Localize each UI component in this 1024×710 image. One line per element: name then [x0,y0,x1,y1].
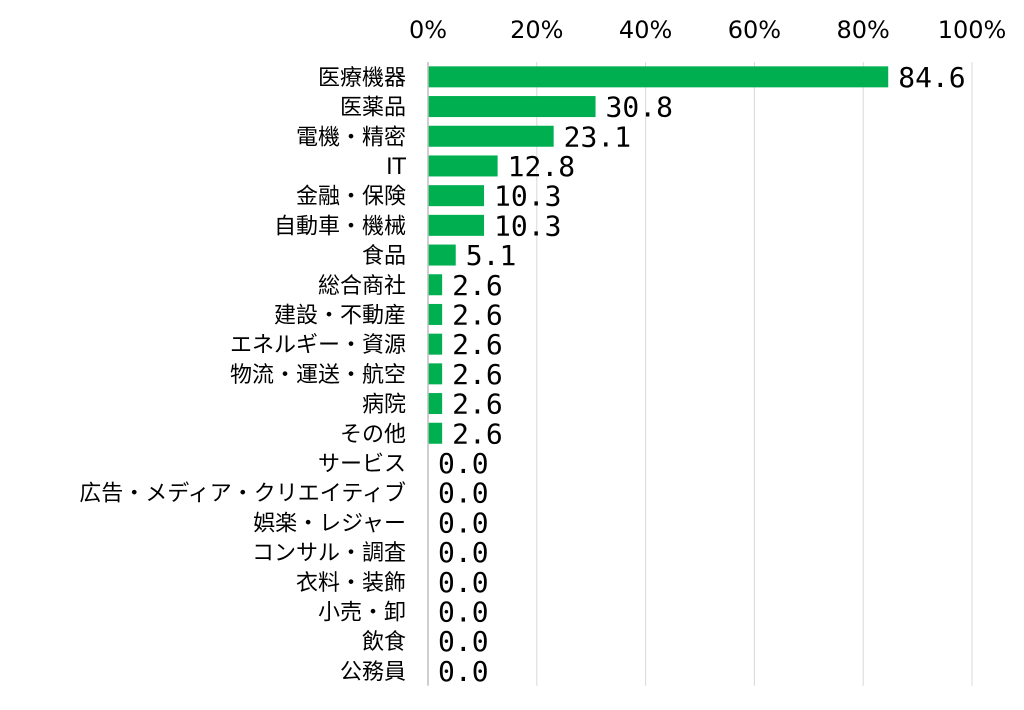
category-label: 公務員 [340,660,406,685]
category-label: エネルギー・資源 [230,333,406,358]
category-label: 自動車・機械 [274,214,406,239]
data-label: 0.0 [438,447,489,480]
data-label: 0.0 [438,477,489,510]
category-label: 小売・卸 [318,600,406,625]
bars [428,66,889,444]
data-label: 2.6 [452,328,503,361]
bar [428,422,443,444]
data-label: 23.1 [564,120,631,153]
category-label: その他 [340,422,406,447]
bar [428,363,443,385]
bar [428,303,443,325]
category-label: コンサル・調査 [252,541,406,566]
data-label: 0.0 [438,595,489,628]
data-label: 10.3 [494,209,561,242]
x-tick-label: 80% [837,16,890,44]
data-labels: 84.630.823.112.810.310.35.12.62.62.62.62… [438,61,966,688]
category-label: 金融・保険 [296,185,406,210]
data-label: 0.0 [438,536,489,569]
category-label: 医療機器 [318,66,406,91]
category-label: IT [386,155,406,180]
bar [428,125,554,147]
bar [428,333,443,355]
gridlines [536,62,973,686]
data-label: 2.6 [452,269,503,302]
bar [428,66,889,88]
data-label: 10.3 [494,180,561,213]
category-label: サービス [318,452,406,477]
x-tick-label: 60% [728,16,781,44]
bar [428,155,498,177]
category-label: 娯楽・レジャー [253,511,406,536]
data-label: 2.6 [452,388,503,421]
bar [428,274,443,296]
category-label: 飲食 [362,630,406,655]
data-label: 0.0 [438,655,489,688]
category-label: 衣料・装飾 [296,571,406,596]
category-label: 医薬品 [340,96,406,121]
x-tick-label: 20% [510,16,563,44]
data-label: 5.1 [466,239,517,272]
category-label: 建設・不動産 [274,303,406,328]
x-axis-tick-labels: 0% 20% 40% 60% 80% 100% [409,16,1006,44]
bar [428,96,596,118]
data-label: 0.0 [438,625,489,658]
bar [428,214,485,236]
data-label: 12.8 [508,150,575,183]
category-label: 物流・運送・航空 [230,363,406,388]
x-tick-label: 100% [938,16,1007,44]
category-label: 広告・メディア・クリエイティブ [79,482,406,507]
data-label: 84.6 [898,61,965,94]
x-tick-label: 0% [409,16,447,44]
bar [428,244,456,266]
category-label: 電機・精密 [296,125,406,150]
data-label: 30.8 [606,91,673,124]
category-label: 病院 [362,393,406,418]
data-label: 2.6 [452,417,503,450]
data-label: 0.0 [438,506,489,539]
x-tick-label: 40% [619,16,672,44]
bar [428,393,443,415]
category-label: 総合商社 [318,274,406,299]
data-label: 2.6 [452,298,503,331]
data-label: 0.0 [438,566,489,599]
data-label: 2.6 [452,358,503,391]
bar [428,185,485,207]
category-label: 食品 [362,244,406,269]
